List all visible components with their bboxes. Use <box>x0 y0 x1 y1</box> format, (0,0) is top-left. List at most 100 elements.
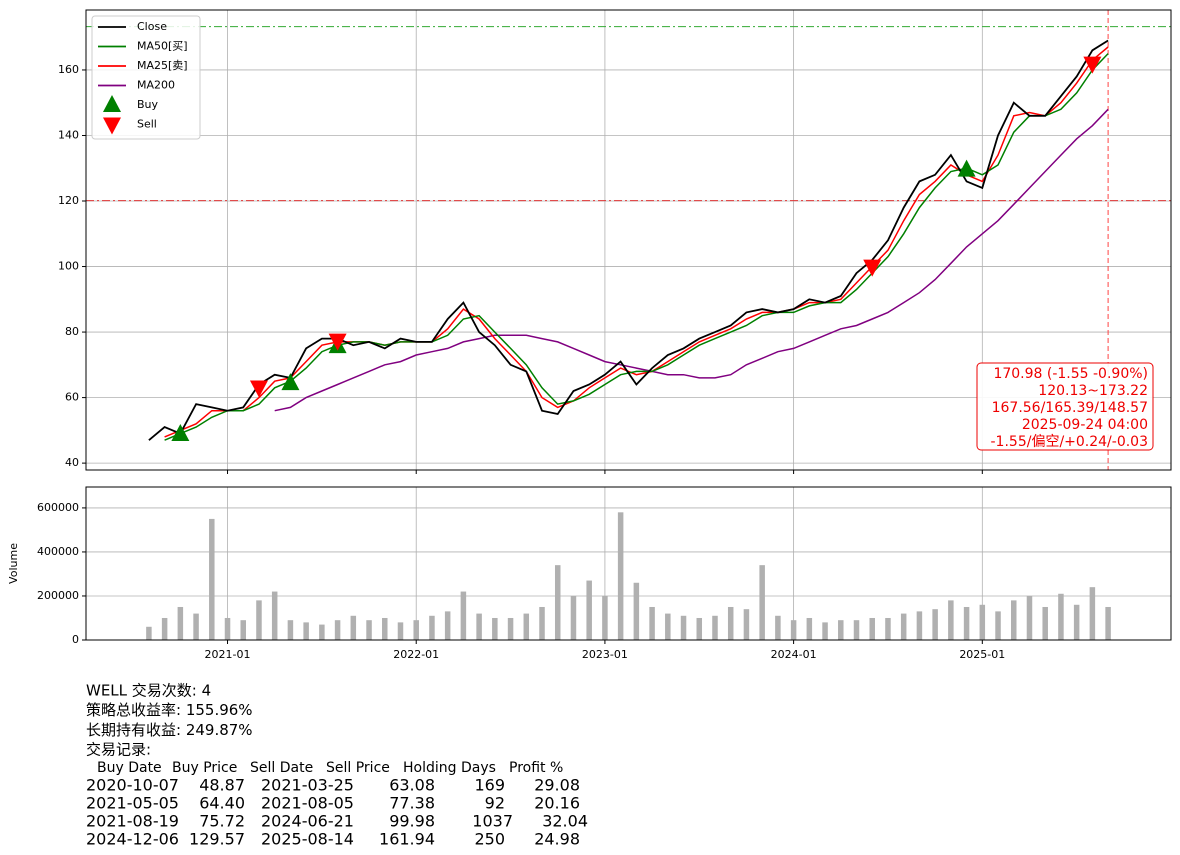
volume-bar <box>350 615 357 640</box>
table-cell: 129.57 <box>189 830 245 849</box>
summary-line: 策略总收益率: 155.96% <box>86 701 253 719</box>
table-cell: 2021-03-25 <box>261 776 354 795</box>
trade-marker <box>171 424 190 442</box>
volume-bar <box>460 591 467 640</box>
volume-bar <box>1026 595 1033 640</box>
series-line <box>148 39 1109 441</box>
volume-bar <box>429 615 435 640</box>
volume-bar <box>743 609 750 640</box>
legend-swatch <box>103 117 121 135</box>
volume-bar <box>303 622 309 640</box>
volume-bar <box>759 565 765 640</box>
annotation-text: 167.56/165.39/148.57 <box>992 400 1148 416</box>
table-cell: 161.94 <box>379 830 435 849</box>
y-tick-label: 0 <box>72 633 79 646</box>
table-cell: 75.72 <box>199 812 245 831</box>
volume-bar <box>507 617 514 640</box>
y-tick-label: 80 <box>65 325 79 338</box>
volume-bar <box>696 617 703 640</box>
volume-bar <box>602 595 608 640</box>
x-tick-label: 2023-01 <box>582 648 628 661</box>
volume-bar <box>665 613 671 640</box>
trade-marker <box>281 373 300 391</box>
volume-bar <box>256 600 262 640</box>
volume-bar <box>240 620 246 640</box>
table-cell: 2025-08-14 <box>261 830 354 849</box>
table-header: Profit % <box>509 760 563 776</box>
summary-line: 长期持有收益: 249.87% <box>86 721 253 739</box>
volume-bar <box>271 591 278 640</box>
volume-bar <box>444 611 451 640</box>
table-header: Sell Date <box>250 760 313 776</box>
volume-bar <box>1058 593 1064 640</box>
table-cell: 29.08 <box>534 776 580 795</box>
volume-bar <box>1105 606 1111 640</box>
volume-bar <box>712 615 718 640</box>
legend: Close MA50[买] MA25[卖] MA200 Buy Sell <box>91 15 201 140</box>
summary-line: WELL 交易次数: 4 <box>86 682 211 700</box>
volume-bar <box>963 606 970 640</box>
volume-bar <box>885 617 891 640</box>
volume-bar <box>382 617 388 640</box>
legend-label: MA200 <box>137 79 175 92</box>
volume-bar <box>995 611 1001 640</box>
volume-bar <box>146 626 152 640</box>
legend-label: MA50[买] <box>137 40 188 53</box>
legend-label: Buy <box>137 98 159 111</box>
volume-bar <box>932 609 938 640</box>
legend-label: Close <box>137 20 167 33</box>
volume-bar <box>727 606 734 640</box>
volume-bar <box>224 617 231 640</box>
y-tick-label: 400000 <box>37 545 79 558</box>
volume-bar <box>319 624 325 640</box>
table-cell: 2021-08-05 <box>261 794 354 813</box>
annotation-text: 2025-09-24 04:00 <box>1022 417 1148 433</box>
volume-bar <box>476 613 482 640</box>
volume-bar <box>161 617 168 640</box>
x-tick-label: 2022-01 <box>393 648 439 661</box>
volume-bar <box>617 512 624 640</box>
volume-bar <box>948 600 954 640</box>
series-line <box>274 108 1109 412</box>
x-tick-label: 2024-01 <box>771 648 817 661</box>
volume-bar <box>633 582 640 640</box>
y-axis-label: Volume <box>7 543 20 584</box>
volume-bar <box>775 615 781 640</box>
volume-bar <box>413 620 419 640</box>
plot-frame <box>85 486 1172 641</box>
annotation: 170.98 (-1.55 -0.90%)120.13~173.22167.56… <box>976 362 1154 451</box>
trade-marker <box>957 159 976 177</box>
table-cell: 48.87 <box>199 776 245 795</box>
volume-bar <box>790 620 797 640</box>
annotation-text: 170.98 (-1.55 -0.90%) <box>993 366 1148 382</box>
table-cell: 2020-10-07 <box>86 776 179 795</box>
volume-bar <box>287 620 294 640</box>
y-tick-label: 600000 <box>37 501 79 514</box>
table-cell: 250 <box>474 830 505 849</box>
volume-bar <box>523 613 530 640</box>
series-line <box>164 53 1109 441</box>
volume-bar <box>586 580 592 640</box>
table-cell: 2021-08-19 <box>86 812 179 831</box>
volume-bar <box>570 595 577 640</box>
legend-label: MA25[卖] <box>137 59 188 72</box>
x-tick-label: 2025-01 <box>959 648 1005 661</box>
legend-swatch <box>103 95 121 112</box>
table-cell: 2021-05-05 <box>86 794 179 813</box>
table-cell: 2024-12-06 <box>86 830 179 849</box>
table-cell: 63.08 <box>389 776 435 795</box>
volume-bar <box>366 620 372 640</box>
table-cell: 92 <box>485 794 505 813</box>
volume-bar <box>806 617 813 640</box>
table-cell: 99.98 <box>389 812 435 831</box>
summary-line: 交易记录: <box>86 741 151 759</box>
volume-bar <box>853 620 860 640</box>
annotation-text: -1.55/偏空/+0.24/-0.03 <box>991 434 1149 450</box>
volume-bar <box>492 617 498 640</box>
table-cell: 77.38 <box>389 794 435 813</box>
volume-bar <box>822 622 828 640</box>
y-tick-label: 40 <box>65 456 79 469</box>
trade-marker <box>863 259 882 277</box>
volume-bar <box>193 613 199 640</box>
